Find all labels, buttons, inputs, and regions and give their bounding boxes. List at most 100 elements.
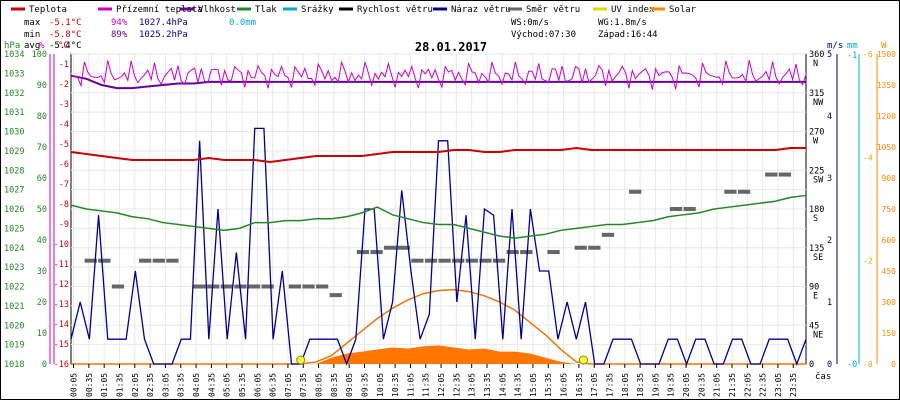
humidity-tick: 30 xyxy=(37,267,47,277)
legend-label: UV index xyxy=(611,5,655,15)
chart-title: 28.01.2017 xyxy=(415,40,487,54)
x-tick-label: 20:35 xyxy=(697,373,706,397)
solar-tick: 1200 xyxy=(877,112,896,121)
wind-direction-mark xyxy=(765,172,778,177)
wind-direction-mark xyxy=(139,258,152,263)
wind-direction-mark xyxy=(152,258,165,263)
legend-label: Vlhkost xyxy=(198,5,236,15)
temperature-tick: -8 xyxy=(59,200,69,210)
x-tick-label: 04:05 xyxy=(192,373,201,397)
x-tick-label: 19:35 xyxy=(667,373,676,397)
solar-tick: 750 xyxy=(882,205,897,214)
x-tick-label: 09:05 xyxy=(345,373,354,397)
x-tick-label: 22:35 xyxy=(759,373,768,397)
solar-tick: 150 xyxy=(882,329,897,338)
solar-line xyxy=(71,288,806,365)
temperature-tick: -5 xyxy=(59,140,69,150)
x-tick-label: 12:05 xyxy=(437,373,446,397)
x-tick-label: 10:05 xyxy=(376,373,385,397)
pressure-tick: 1029 xyxy=(4,147,24,157)
temperature-unit: °C xyxy=(58,41,69,51)
direction-label: N xyxy=(813,59,818,69)
wind-direction-mark xyxy=(261,284,274,289)
wind-speed-tick: 3 xyxy=(827,174,832,184)
pressure-tick: 1022 xyxy=(4,283,24,293)
gust-line xyxy=(70,127,807,366)
humidity-tick: 80 xyxy=(37,112,47,122)
stats-max-hum: 94% xyxy=(111,18,128,28)
legend-label: Náraz větru xyxy=(451,5,511,15)
wind-direction-mark xyxy=(84,258,97,263)
stats-max-temp: -5.1°C xyxy=(49,18,82,28)
rain-tick: -1 xyxy=(847,51,857,61)
pressure-tick: 1021 xyxy=(4,302,24,312)
wind-direction-mark xyxy=(588,245,601,250)
x-tick-label: 11:35 xyxy=(422,373,431,397)
x-tick-label: 03:35 xyxy=(177,373,186,397)
humidity-tick: 60 xyxy=(37,174,47,184)
x-tick-label: 21:35 xyxy=(728,373,737,397)
x-tick-label: 10:35 xyxy=(391,373,400,397)
stats-max-press: 1027.4hPa xyxy=(139,18,188,28)
legend-label: Teplota xyxy=(29,5,67,15)
wind-direction-mark xyxy=(547,250,560,255)
sun-marker xyxy=(578,355,588,365)
direction-label: NW xyxy=(813,98,824,108)
direction-label: E xyxy=(813,292,818,302)
x-tick-label: 18:05 xyxy=(621,373,630,397)
pressure-tick: 1030 xyxy=(4,128,24,138)
temperature-tick: -14 xyxy=(54,320,69,330)
temperature-tick: -12 xyxy=(54,280,69,290)
direction-tick: 135 xyxy=(809,244,824,254)
wind-direction-mark xyxy=(683,207,696,211)
humidity-tick: 50 xyxy=(37,205,47,215)
legend-label: Přízemní teplota xyxy=(116,5,203,15)
humidity-unit: % xyxy=(39,41,45,51)
x-axis: 00:05 00:35 01:05 01:35 02:05 02:35 03:05 03:35… xyxy=(70,364,798,397)
sun-marker xyxy=(296,355,306,365)
x-tick-label: 16:05 xyxy=(560,373,569,397)
pressure-unit: hPa xyxy=(4,41,20,51)
solar-tick: 600 xyxy=(882,236,897,245)
wind-direction-mark xyxy=(370,250,383,255)
wind-speed-tick: 5 xyxy=(827,50,832,60)
x-tick-label: 19:05 xyxy=(651,373,660,397)
x-tick-label: 15:35 xyxy=(544,373,553,397)
wind-direction-mark xyxy=(778,172,792,177)
axes: hPa1034103310321031103010291028102710261… xyxy=(4,41,896,370)
direction-label: SE xyxy=(813,253,823,263)
solar-tick: 1500 xyxy=(877,50,896,59)
direction-tick: 315 xyxy=(809,89,824,99)
direction-label: SW xyxy=(813,175,824,185)
direction-tick: 270 xyxy=(809,128,824,138)
stats-min-press: 1025.2hPa xyxy=(139,30,188,40)
temperature-tick: -2 xyxy=(59,80,69,90)
x-tick-label: 23:05 xyxy=(774,373,783,397)
wind-direction-mark xyxy=(506,250,519,255)
wind-direction-mark xyxy=(397,245,410,250)
x-tick-label: 07:35 xyxy=(299,373,308,397)
wind-direction-mark xyxy=(601,232,615,237)
wind-wg: WG:1.8m/s xyxy=(598,18,647,28)
x-tick-label: 17:35 xyxy=(605,373,614,397)
solar-tick: 300 xyxy=(882,298,897,307)
x-tick-label: 01:35 xyxy=(115,373,124,397)
pressure-tick: 1018 xyxy=(4,360,24,370)
temperature-tick: -4 xyxy=(59,120,69,130)
temperature-line xyxy=(70,146,806,164)
x-tick-label: 21:05 xyxy=(713,373,722,397)
temperature-tick: -11 xyxy=(54,260,69,270)
direction-tick: 45 xyxy=(809,321,819,331)
wind-direction-mark xyxy=(207,284,220,289)
wind-direction-mark xyxy=(166,258,179,263)
wind-direction-mark xyxy=(247,284,261,289)
uv-tick: -2 xyxy=(863,257,873,266)
x-tick-label: 14:35 xyxy=(514,373,523,397)
wind-direction-mark xyxy=(288,284,302,289)
wind-direction-mark xyxy=(302,284,315,289)
wind-direction-mark xyxy=(384,245,397,250)
pressure-tick: 1025 xyxy=(4,224,24,234)
x-tick-label: 05:05 xyxy=(223,373,232,397)
solar-tick: 450 xyxy=(882,267,897,276)
legend-label: Srážky xyxy=(301,5,334,15)
